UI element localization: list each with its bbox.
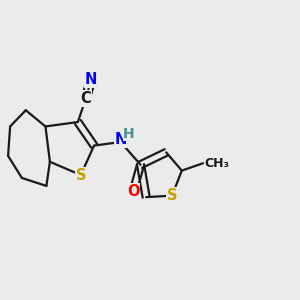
Text: N: N	[85, 72, 97, 87]
Text: N: N	[114, 133, 127, 148]
Text: C: C	[80, 91, 91, 106]
Text: S: S	[167, 188, 177, 203]
Text: H: H	[123, 127, 135, 141]
Text: O: O	[127, 184, 140, 199]
Text: S: S	[76, 167, 86, 182]
Text: CH₃: CH₃	[205, 157, 230, 170]
